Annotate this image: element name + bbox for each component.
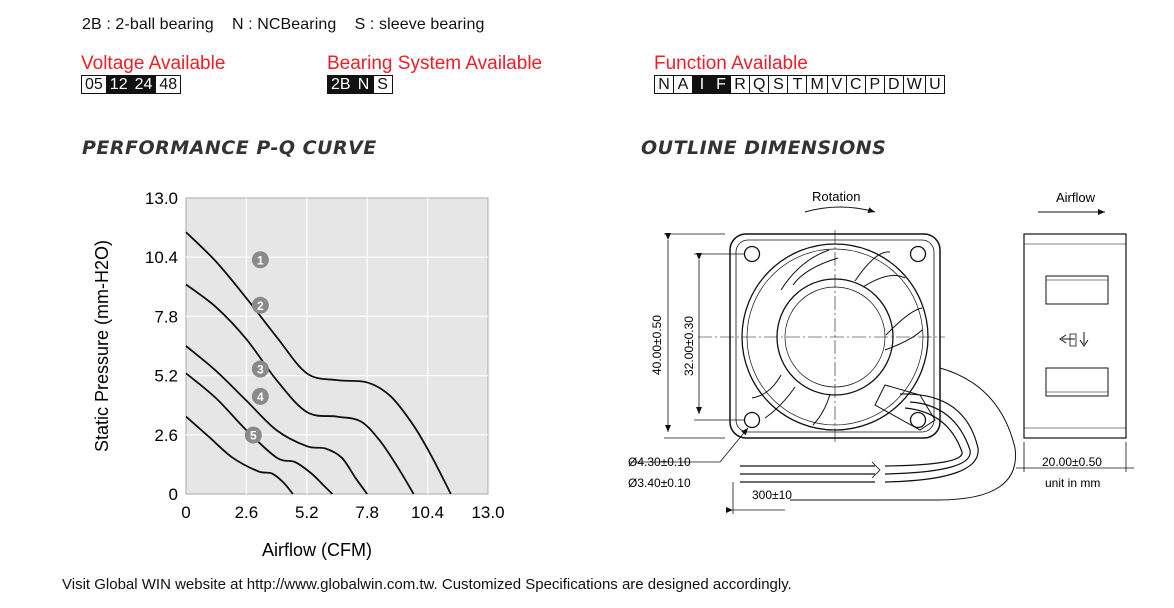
y-tick-label: 0 [169,485,178,504]
x-tick-label: 0 [181,503,190,522]
pq-curve-chart: 0 2.6 5.2 7.8 10.4 13.0 0 2.6 5.2 7.8 10.4 13.0 Airf… [92,189,505,560]
pq-curve-5 [185,415,294,495]
pq-curve-1 [185,231,452,495]
x-tick-label: 13.0 [471,503,504,522]
series-label-5: 5 [250,429,257,443]
series-marker-2 [251,296,269,314]
pq-curve-3 [185,345,368,495]
series-marker-4 [251,387,269,405]
y-tick-label: 13.0 [145,189,178,208]
voltage-option-12: 12 [105,75,132,94]
bearing-options: 2B N S [327,75,542,94]
airflow-label: Airflow [1056,190,1096,205]
plot-area [185,197,489,495]
bearing-option-2b: 2B [327,75,355,94]
y-axis-label: Static Pressure (mm-H2O) [92,240,112,452]
y-tick-label: 2.6 [154,426,178,445]
rotation-arrow-icon [804,206,876,213]
function-option-u: U [924,75,945,94]
function-option-i: I [692,75,712,94]
function-option-w: W [902,75,926,94]
function-option-n: N [654,75,674,94]
y-tick-label: 10.4 [145,248,178,267]
voltage-title: Voltage Available [81,53,226,74]
outline-drawing: Rotation [628,189,1134,514]
rotation-label: Rotation [812,189,860,204]
series-marker-5 [244,426,262,444]
x-tick-label: 2.6 [235,503,259,522]
function-option-m: M [806,75,828,94]
pq-curve-title: PERFORMANCE P-Q CURVE [82,137,377,159]
bearing-option-n: N [353,75,374,94]
function-title: Function Available [654,53,808,74]
x-tick-label: 5.2 [295,503,319,522]
function-option-p: P [864,75,885,94]
dimension-depth: 20.00±0.50 [1042,455,1102,469]
bearing-legend: 2B : 2-ball bearing N : NCBearing S : sl… [82,16,485,33]
series-marker-1 [251,251,269,269]
y-tick-label: 7.8 [154,307,178,326]
dimension-hole-large: Ø4.30±0.10 [628,455,691,469]
x-tick-label: 10.4 [411,503,444,522]
fan-side-view [1016,233,1134,472]
dimension-hole-small: Ø3.40±0.10 [628,476,691,490]
function-option-a: A [673,75,693,94]
voltage-options: 05 12 24 48 [81,75,225,94]
series-label-1: 1 [257,253,264,267]
voltage-section: Voltage Available 05 12 24 48 [81,53,225,94]
y-tick-label: 5.2 [154,367,178,386]
bearing-title: Bearing System Available [327,53,543,74]
dimension-hole-spacing: 32.00±0.30 [682,316,696,376]
series-label-4: 4 [257,390,264,404]
pq-curve-2 [185,283,415,495]
dimension-lead: 300±10 [752,488,792,502]
x-tick-label: 7.8 [355,503,379,522]
voltage-option-48: 48 [155,75,182,94]
footer-note: Visit Global WIN website at http://www.g… [62,576,792,593]
series-label-2: 2 [257,299,264,313]
function-option-d: D [883,75,904,94]
function-option-s: S [768,75,789,94]
function-option-f: F [711,75,731,94]
pq-curve-4 [185,372,333,495]
bearing-section: Bearing System Available 2B N S [327,53,542,94]
outline-title: OUTLINE DIMENSIONS [641,137,887,159]
fan-front-view [698,230,945,442]
function-option-v: V [826,75,847,94]
fan-cable [740,367,1017,501]
unit-label: unit in mm [1045,476,1100,490]
function-option-q: Q [749,75,770,94]
x-axis-label: Airflow (CFM) [262,540,372,560]
voltage-option-05: 05 [81,75,107,94]
voltage-option-24: 24 [130,75,157,94]
series-marker-3 [251,360,269,378]
series-label-3: 3 [257,363,264,377]
function-option-r: R [730,75,750,94]
function-option-c: C [845,75,866,94]
dimension-lines [630,233,785,514]
dimension-height: 40.00±0.50 [650,315,664,375]
bearing-option-s: S [372,75,393,94]
function-option-t: T [787,75,808,94]
